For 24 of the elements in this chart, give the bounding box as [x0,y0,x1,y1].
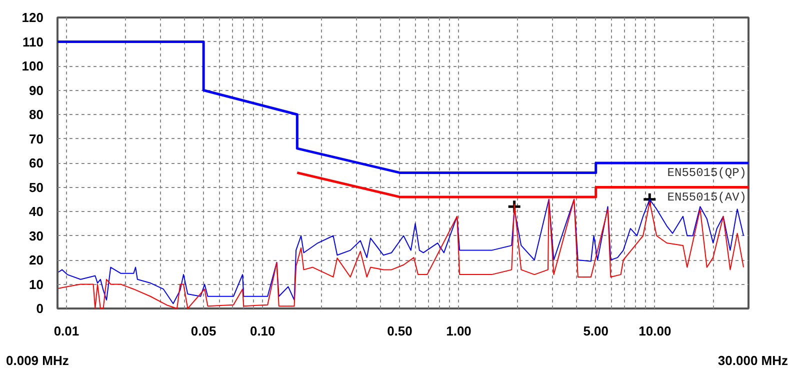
y-tick-label: 40 [29,204,44,219]
x-tick-label: 5.00 [583,324,609,338]
x-tick-label: 0.05 [190,324,216,338]
series-label: EN55015(AV) [667,190,747,204]
series-label: EN55015(QP) [667,166,747,180]
text: 0.009 MHz [6,352,69,370]
y-tick-label: 100 [22,58,44,74]
x-tick-label: 0.10 [250,324,276,338]
y-tick-label: 20 [29,252,44,268]
y-tick-label: 0 [36,301,44,316]
x-tick-label: 1.00 [446,324,472,338]
y-tick-label: 90 [29,82,44,98]
x-tick-label: 0.50 [387,324,412,338]
y-tick-label: 120 [22,10,44,25]
text: 30.000 MHz [718,352,788,370]
y-tick-label: 80 [29,107,44,122]
y-tick-label: 50 [29,180,44,195]
y-tick-label: 10 [29,276,44,292]
x-tick-label: 10.00 [638,324,672,338]
y-tick-label: 60 [29,156,44,170]
y-tick-label: 110 [22,34,44,50]
y-tick-label: 70 [29,131,44,146]
x-tick-label: 0.01 [54,324,80,338]
y-tick-label: 30 [29,228,44,244]
